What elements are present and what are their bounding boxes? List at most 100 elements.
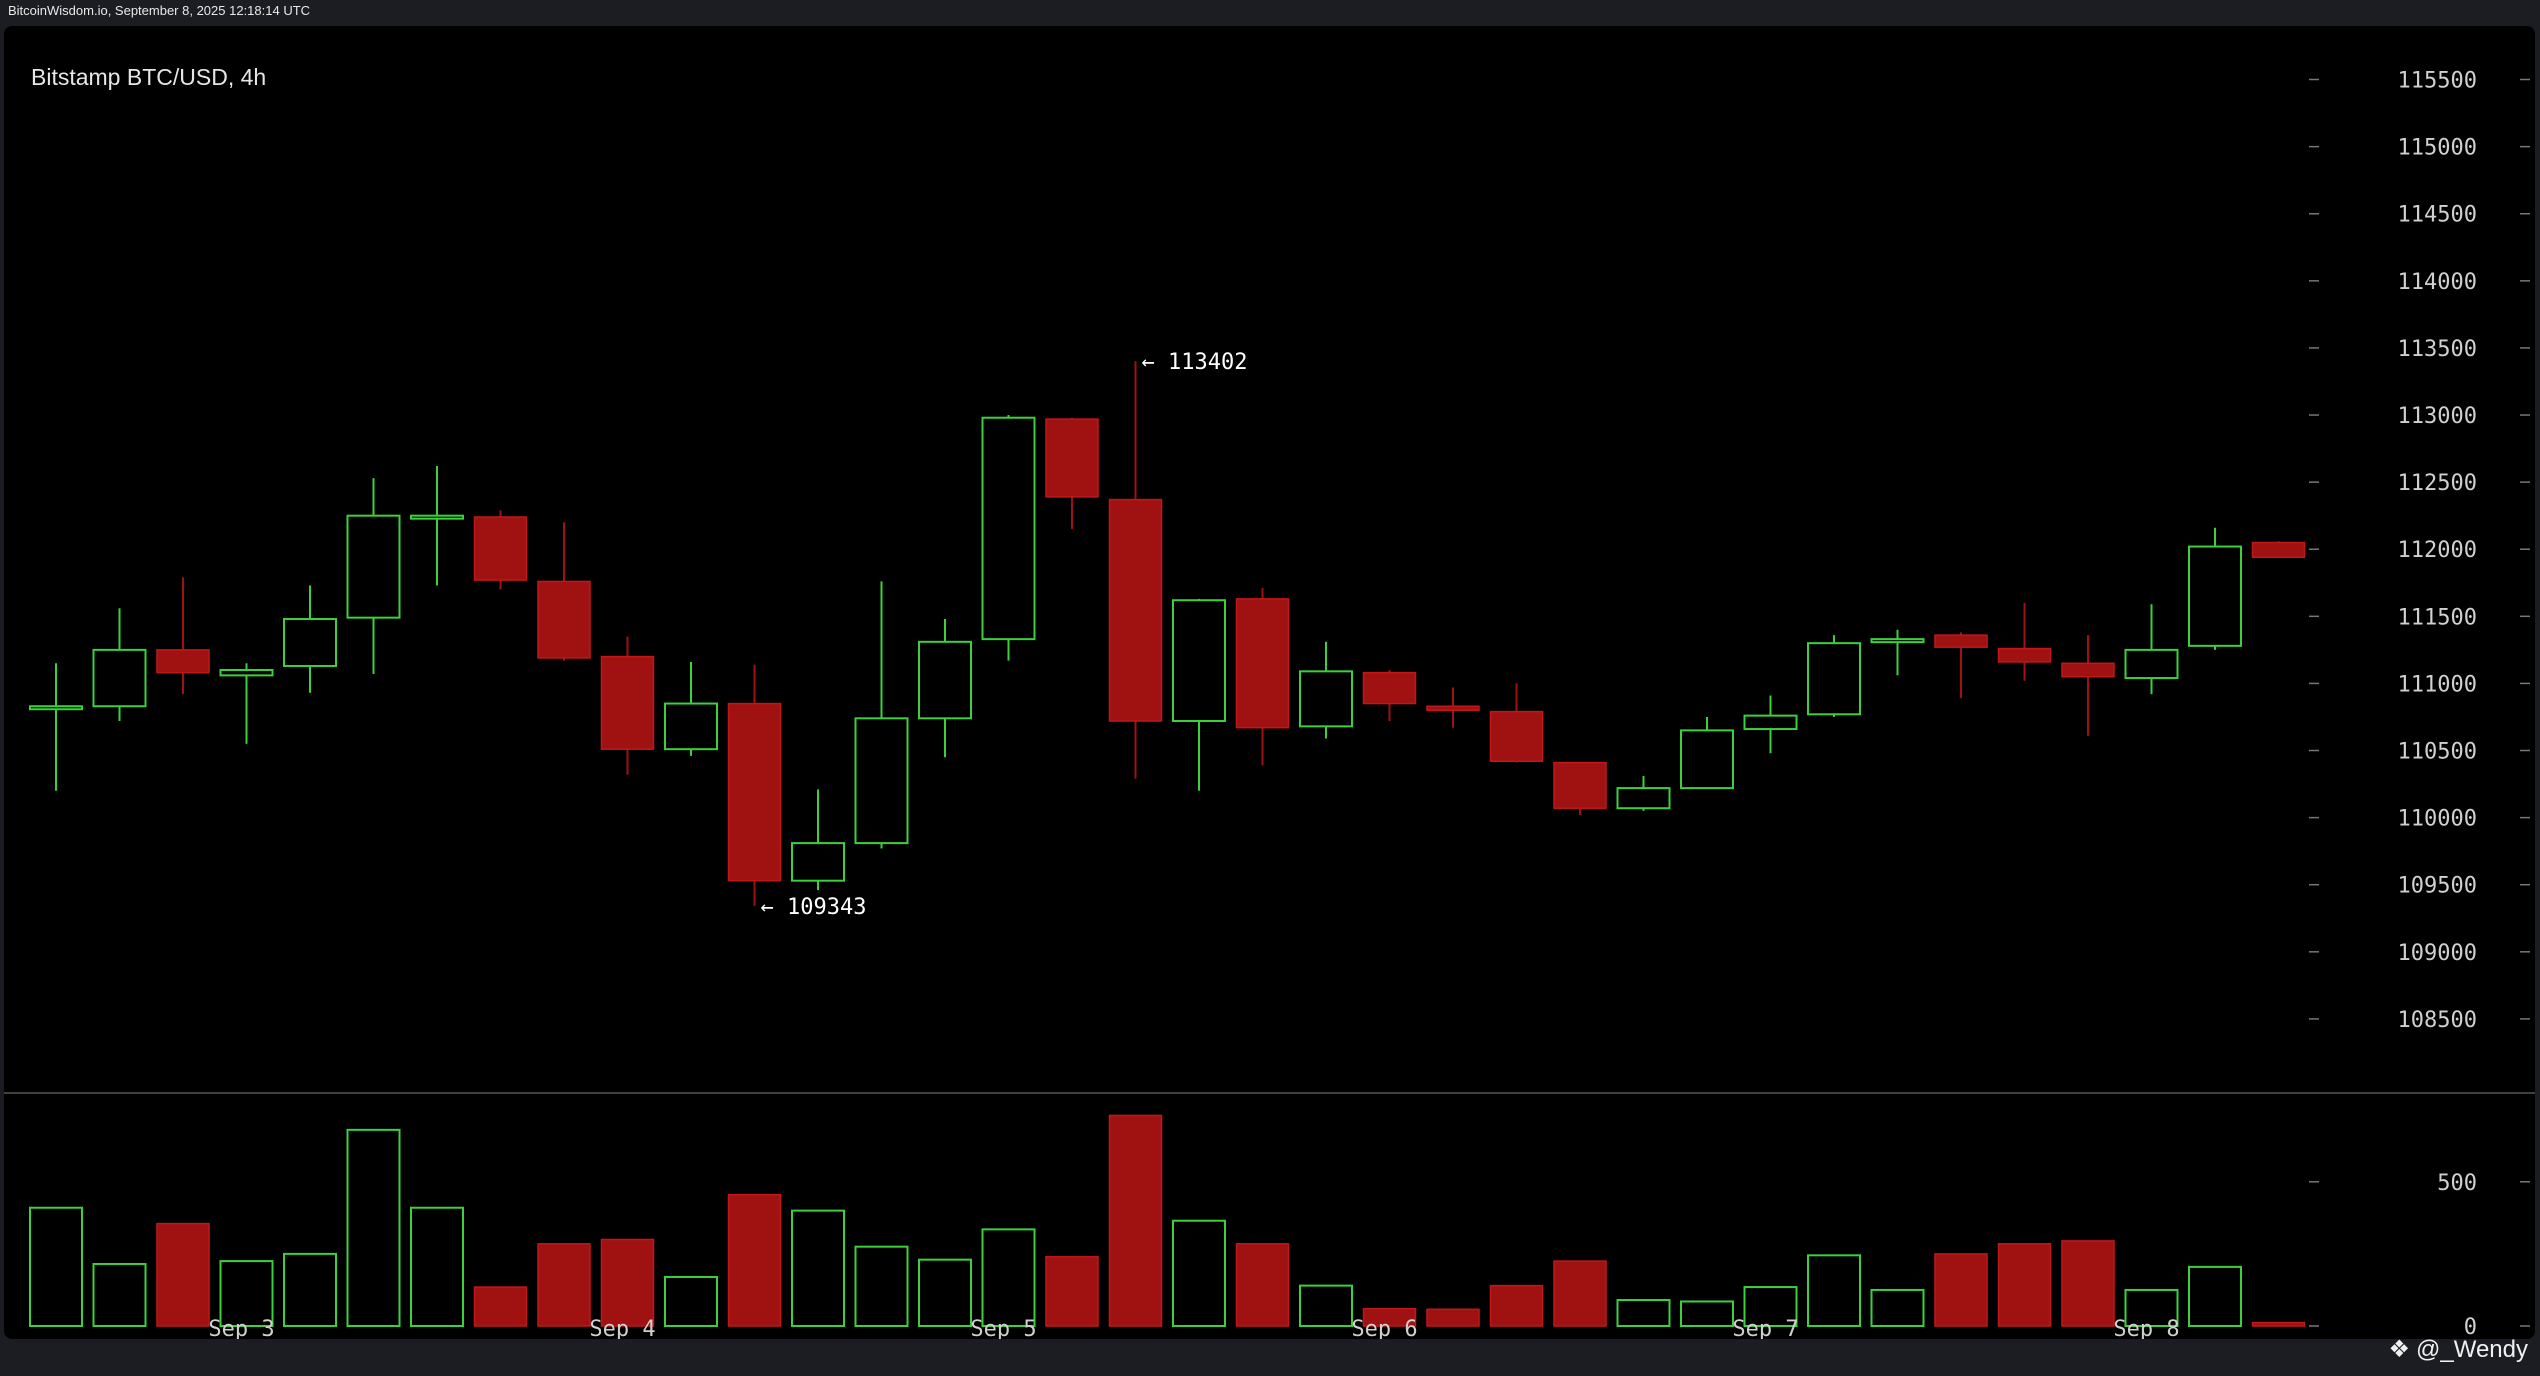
candle-body-down: [2061, 662, 2115, 678]
price-tick-label: 112000: [2398, 538, 2477, 563]
candle-body-up: [283, 618, 337, 667]
volume-bar-down: [1235, 1243, 1290, 1327]
price-tick-label: 111000: [2398, 672, 2477, 697]
volume-bar-up: [219, 1260, 274, 1328]
candle-body-up: [981, 416, 1036, 641]
candle-body-down: [156, 649, 210, 674]
volume-bar-up: [1616, 1299, 1671, 1327]
bitget-logo-icon: ❖: [2388, 1336, 2411, 1363]
price-tick-label: 108500: [2398, 1008, 2477, 1033]
candle-body-down: [1235, 598, 1290, 729]
candles: [29, 361, 2306, 906]
volume-bar-down: [600, 1238, 655, 1327]
volume-bar-down: [1426, 1308, 1480, 1327]
price-axis: 108500 109000 109500 110000 110500 111000 1115…: [2309, 69, 2530, 1033]
volume-axis: 0 500: [2309, 1171, 2530, 1339]
volume-tick-label: 0: [2464, 1315, 2477, 1339]
watermark-handle: @_Wendy: [2416, 1336, 2528, 1363]
volume-bar-up: [981, 1228, 1036, 1327]
price-tick-label: 114500: [2398, 203, 2477, 228]
volume-bar-up: [29, 1206, 83, 1327]
date-tick-label: Sep 7: [1732, 1317, 1798, 1339]
candle-body-up: [854, 717, 909, 845]
price-tick-label: 113000: [2398, 404, 2477, 429]
volume-bar-up: [1680, 1300, 1734, 1327]
volume-bar-up: [1172, 1219, 1226, 1328]
price-annotation: ← 113402: [1142, 350, 1248, 375]
candle-body-up: [1680, 729, 1734, 790]
volume-bar-up: [410, 1206, 464, 1327]
volume-bar-down: [1553, 1260, 1607, 1327]
candle-body-up: [346, 514, 401, 619]
candle-body-down: [2251, 541, 2306, 559]
volume-bar-down: [727, 1194, 782, 1327]
candle-body-up: [2124, 648, 2179, 680]
candle-body-up: [1616, 787, 1671, 810]
candle-body-down: [1934, 634, 1988, 648]
candle-body-down: [473, 516, 528, 581]
price-tick-label: 113500: [2398, 337, 2477, 362]
volume-bar-up: [791, 1209, 845, 1327]
price-tick-label: 112500: [2398, 471, 2477, 496]
volume-bar-down: [2251, 1321, 2306, 1327]
candle-body-up: [791, 842, 845, 882]
volume-bars: [29, 1114, 2306, 1328]
volume-bar-down: [473, 1286, 528, 1327]
candle-body-down: [537, 580, 591, 659]
candle-body-down: [1426, 705, 1480, 712]
candlestick-chart: 108500 109000 109500 110000 110500 111000 1115…: [4, 69, 2535, 1339]
date-tick-label: Sep 3: [208, 1317, 274, 1339]
volume-bar-up: [346, 1128, 401, 1328]
volume-tick-label: 500: [2437, 1171, 2477, 1196]
candle-body-up: [1743, 714, 1798, 731]
volume-bar-up: [854, 1245, 909, 1328]
annotations: ← 113402 ← 109343: [761, 350, 1248, 920]
price-tick-label: 109500: [2398, 874, 2477, 899]
price-tick-label: 109000: [2398, 941, 2477, 966]
candle-body-up: [2188, 545, 2242, 647]
candle-body-up: [1172, 599, 1226, 722]
volume-bar-down: [1108, 1114, 1163, 1327]
price-annotation: ← 109343: [761, 895, 867, 920]
volume-bar-up: [283, 1252, 337, 1328]
date-axis: Sep 3 Sep 4 Sep 5 Sep 6 Sep 7 Sep 8: [208, 1317, 2179, 1339]
volume-bar-down: [156, 1222, 210, 1327]
volume-bar-up: [1870, 1288, 1925, 1327]
volume-bar-down: [1045, 1256, 1099, 1327]
price-tick-label: 115000: [2398, 136, 2477, 161]
candle-body-down: [1553, 761, 1607, 809]
volume-bar-up: [92, 1262, 147, 1327]
top-bar: BitcoinWisdom.io, September 8, 2025 12:1…: [0, 0, 2540, 24]
candle-body-down: [1045, 418, 1099, 498]
candle-body-down: [1108, 498, 1163, 722]
price-tick-label: 115500: [2398, 69, 2477, 94]
source-timestamp: BitcoinWisdom.io, September 8, 2025 12:1…: [8, 3, 311, 18]
candle-body-up: [92, 648, 147, 708]
date-tick-label: Sep 6: [1351, 1317, 1417, 1339]
date-tick-label: Sep 5: [970, 1317, 1036, 1339]
volume-bar-up: [1807, 1254, 1861, 1327]
date-tick-label: Sep 4: [589, 1317, 655, 1339]
candle-body-up: [1807, 642, 1861, 716]
candle-body-up: [1299, 670, 1353, 728]
candle-body-up: [1870, 638, 1925, 644]
price-tick-label: 114000: [2398, 270, 2477, 295]
candle-body-up: [664, 702, 718, 751]
volume-bar-down: [1934, 1253, 1988, 1327]
candle-body-up: [918, 640, 972, 720]
candle-body-up: [410, 514, 464, 520]
volume-bar-down: [2061, 1240, 2115, 1327]
price-tick-label: 110500: [2398, 740, 2477, 765]
volume-bar-down: [1997, 1243, 2052, 1327]
volume-bar-up: [1299, 1284, 1353, 1327]
chart-title: Bitstamp BTC/USD, 4h: [31, 64, 267, 90]
candle-body-down: [727, 702, 782, 882]
chart-panel: 108500 109000 109500 110000 110500 111000 1115…: [4, 26, 2535, 1339]
volume-bar-up: [1743, 1286, 1798, 1328]
candle-body-down: [1489, 710, 1544, 763]
volume-bar-up: [664, 1275, 718, 1328]
candle-body-down: [1362, 671, 1417, 705]
price-tick-label: 111500: [2398, 605, 2477, 630]
candle-body-up: [29, 705, 83, 711]
candle-body-down: [600, 655, 655, 750]
